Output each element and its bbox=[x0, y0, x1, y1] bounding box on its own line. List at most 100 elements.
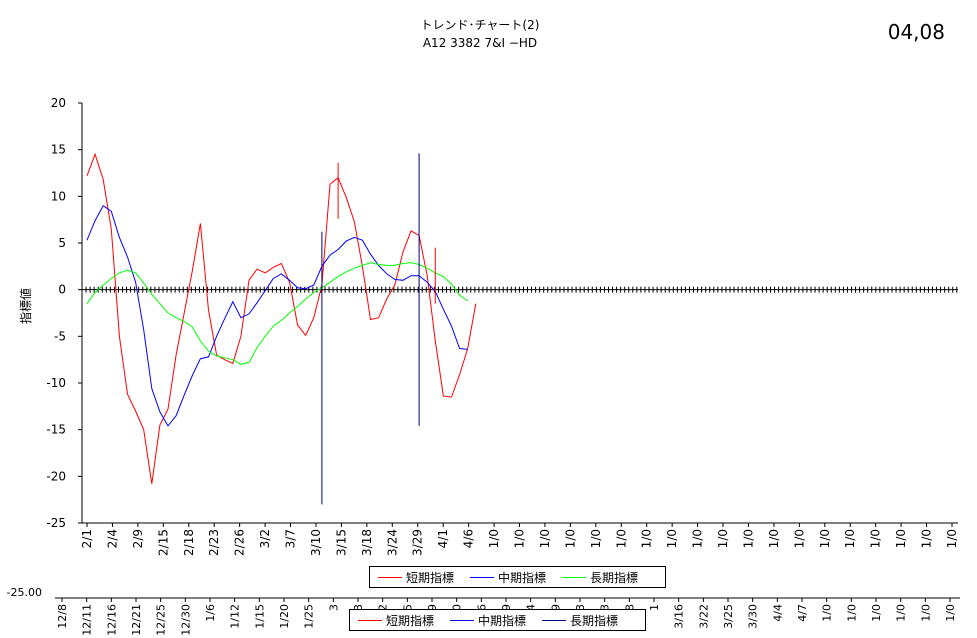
ghost-x-tick-label: 12/30 bbox=[179, 604, 192, 636]
x-tick-label: 2/1 bbox=[80, 529, 94, 548]
x-tick-label: 1/0 bbox=[614, 529, 628, 548]
legend-entry: 中期指標 bbox=[470, 569, 546, 586]
x-tick-label: 1/0 bbox=[589, 529, 603, 548]
x-tick-label: 1/0 bbox=[920, 529, 934, 548]
legend-label: 短期指標 bbox=[386, 613, 435, 628]
legend-swatch bbox=[450, 619, 475, 621]
y-tick-label: -20 bbox=[46, 469, 66, 483]
legend-label: 長期指標 bbox=[570, 613, 619, 628]
ghost-x-tick-label: 3/22 bbox=[697, 604, 710, 629]
x-tick-label: 1/0 bbox=[563, 529, 577, 548]
legend-swatch bbox=[470, 576, 495, 578]
x-tick-label: 3/18 bbox=[360, 529, 374, 556]
legend-swatch bbox=[562, 576, 587, 578]
y-tick-label: -5 bbox=[54, 329, 66, 343]
ghost-x-tick-label: 4/4 bbox=[771, 604, 784, 622]
x-tick-label: 2/18 bbox=[182, 529, 196, 556]
ghost-x-tick-label: 5 bbox=[401, 604, 414, 611]
chart-title: トレンド･チャート(2) bbox=[420, 18, 540, 32]
x-tick-label: 2/9 bbox=[131, 529, 145, 548]
ghost-x-tick-label: 1/0 bbox=[895, 604, 908, 622]
y-tick-label: -15 bbox=[46, 423, 66, 437]
legend-label: 短期指標 bbox=[406, 570, 455, 585]
x-tick-label: 2/15 bbox=[156, 529, 170, 556]
ghost-x-tick-label: 1/15 bbox=[253, 604, 266, 629]
ghost-x-tick-label: 2 bbox=[377, 604, 390, 611]
ghost-x-tick-label: 1/0 bbox=[870, 604, 883, 622]
legend-swatch bbox=[542, 619, 567, 621]
x-tick-label: 1/0 bbox=[513, 529, 527, 548]
ghost-x-tick-label: 1/0 bbox=[919, 604, 932, 622]
ghost-chart-legend: 短期指標 中期指標 長期指標 bbox=[349, 609, 646, 631]
ghost-x-tick-label: 9 bbox=[549, 604, 562, 611]
x-tick-label: 1/0 bbox=[538, 529, 552, 548]
ghost-x-tick-label: 1/25 bbox=[303, 604, 316, 629]
x-tick-label: 3/24 bbox=[385, 529, 399, 556]
x-tick-label: 1/0 bbox=[945, 529, 959, 548]
y-tick-label: 15 bbox=[51, 143, 66, 157]
ghost-x-tick-label: 9 bbox=[426, 604, 439, 611]
x-tick-label: 1/0 bbox=[843, 529, 857, 548]
x-tick-label: 3/15 bbox=[334, 529, 348, 556]
x-tick-label: 1/0 bbox=[665, 529, 679, 548]
y-tick-label: -10 bbox=[46, 376, 66, 390]
x-tick-label: 1/0 bbox=[691, 529, 705, 548]
ghost-x-tick-label: 8 bbox=[623, 604, 636, 611]
x-tick-label: 1/0 bbox=[640, 529, 654, 548]
ghost-x-tick-label: 9 bbox=[500, 604, 513, 611]
y-tick-label: 20 bbox=[51, 96, 66, 110]
legend-label: 中期指標 bbox=[498, 570, 547, 585]
legend-entry: 短期指標 bbox=[378, 569, 454, 586]
x-tick-label: 1/0 bbox=[894, 529, 908, 548]
y-tick-label: 0 bbox=[58, 283, 66, 297]
x-tick-label: 4/1 bbox=[436, 529, 450, 548]
y-axis-label: 指標値 bbox=[18, 288, 33, 324]
ghost-x-tick-label: 12/25 bbox=[155, 604, 168, 636]
ghost-x-tick-label: 3 bbox=[574, 604, 587, 611]
x-tick-label: 1/0 bbox=[869, 529, 883, 548]
x-tick-label: 1/0 bbox=[792, 529, 806, 548]
short-series-line bbox=[86, 152, 477, 484]
ghost-x-tick-label: 3 bbox=[599, 604, 612, 611]
x-tick-label: 3/29 bbox=[411, 529, 425, 556]
x-tick-label: 3/10 bbox=[309, 529, 323, 556]
y-tick-label: -25 bbox=[46, 516, 66, 530]
long-series-line bbox=[86, 262, 468, 365]
ghost-x-tick-label: 3 bbox=[352, 604, 365, 611]
ghost-x-tick-label: 3 bbox=[327, 604, 340, 611]
legend-swatch bbox=[378, 576, 402, 578]
x-tick-label: 1/0 bbox=[716, 529, 730, 548]
ghost-x-tick-label: 3/16 bbox=[673, 604, 686, 629]
ghost-x-tick-label: 6 bbox=[475, 604, 488, 611]
ghost-x-tick-label: 1 bbox=[648, 604, 661, 611]
ghost-x-tick-label: 4 bbox=[525, 604, 538, 611]
chart-legend: 短期指標 中期指標 長期指標 bbox=[369, 566, 666, 588]
legend-swatch bbox=[358, 619, 382, 621]
y-tick-label: 10 bbox=[51, 189, 66, 203]
x-tick-label: 4/6 bbox=[462, 529, 476, 548]
legend-label: 中期指標 bbox=[478, 613, 527, 628]
chart-subtitle: A12 3382 7&I −HD bbox=[422, 36, 538, 50]
x-tick-label: 3/7 bbox=[284, 529, 298, 548]
x-tick-label: 2/4 bbox=[105, 529, 119, 548]
legend-entry: 短期指標 bbox=[358, 612, 434, 629]
ghost-x-tick-label: 1/20 bbox=[278, 604, 291, 629]
legend-label: 長期指標 bbox=[590, 570, 639, 585]
ghost-x-tick-label: 0 bbox=[451, 604, 464, 611]
mid-series-line bbox=[86, 204, 468, 427]
ghost-x-tick-label: 12/11 bbox=[81, 604, 94, 636]
y-tick-label: 5 bbox=[58, 236, 66, 250]
x-tick-label: 1/0 bbox=[818, 529, 832, 548]
ghost-x-tick-label: 12/16 bbox=[105, 604, 118, 636]
ghost-x-tick-label: 1/0 bbox=[944, 604, 957, 622]
x-tick-label: 3/2 bbox=[258, 529, 272, 548]
x-tick-label: 2/23 bbox=[207, 529, 221, 556]
legend-entry: 中期指標 bbox=[450, 612, 526, 629]
ghost-x-tick-label: 12/8 bbox=[56, 604, 69, 629]
x-tick-label: 1/0 bbox=[487, 529, 501, 548]
ghost-x-tick-label: 1/0 bbox=[821, 604, 834, 622]
x-tick-label: 1/0 bbox=[741, 529, 755, 548]
ghost-x-tick-label: 1/0 bbox=[845, 604, 858, 622]
legend-entry: 長期指標 bbox=[542, 612, 618, 629]
